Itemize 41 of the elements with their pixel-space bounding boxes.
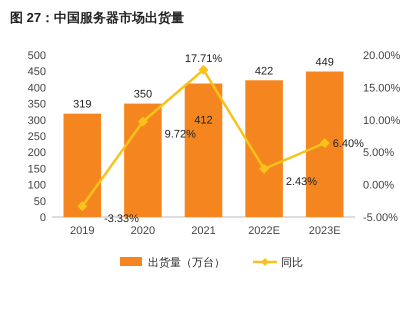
point (138, 116, 148, 127)
y2-tick-label: 5.00% (363, 147, 394, 160)
y-tick-label: 100 (28, 180, 46, 192)
data-label: 350 (134, 88, 152, 101)
y2-tick-label: -5.00% (363, 212, 398, 224)
data-label: 319 (73, 98, 92, 111)
data-label: 412 (194, 114, 213, 127)
y2-tick-label: 0.00% (363, 180, 394, 192)
y-tick-label: 50 (34, 196, 46, 208)
data-label: 17.71% (184, 52, 222, 65)
point (198, 64, 208, 75)
bar (245, 80, 283, 217)
x-tick-label: 2022E (248, 225, 280, 237)
x-tick-label: 2019 (70, 225, 95, 237)
data-label: -3.33% (104, 213, 140, 226)
y-tick-label: 300 (28, 114, 46, 127)
y2-tick-label: 20.00% (363, 50, 401, 62)
y2-tick-label: 15.00% (363, 82, 401, 94)
y2-tick-label: 10.00% (363, 114, 401, 127)
bar (64, 114, 102, 217)
chart-title: 图 27：中国服务器市场出货量 (10, 10, 184, 25)
point (77, 201, 88, 212)
y-tick-label: 200 (28, 147, 46, 160)
y-tick-label: 150 (28, 163, 46, 176)
x-tick-label: 2020 (130, 225, 156, 237)
legend-label: 出货量（万台） (148, 256, 225, 269)
legend-label: 同比 (281, 256, 303, 269)
point (259, 164, 270, 174)
y-tick-label: 500 (28, 50, 46, 62)
y-tick-label: 450 (28, 66, 46, 78)
point (320, 138, 330, 148)
y-tick-label: 0 (40, 212, 46, 224)
data-label: 449 (316, 56, 334, 69)
y-tick-label: 350 (28, 98, 46, 111)
legend-同比: 同比 (253, 257, 303, 269)
y-tick-label: 400 (28, 82, 46, 94)
data-label: 422 (254, 65, 274, 78)
legend-出货量（万台）: 出货量（万台） (120, 257, 225, 269)
x-tick-label: 2023E (308, 225, 341, 237)
y-tick-label: 250 (28, 131, 46, 143)
x-tick-label: 2021 (191, 225, 216, 237)
